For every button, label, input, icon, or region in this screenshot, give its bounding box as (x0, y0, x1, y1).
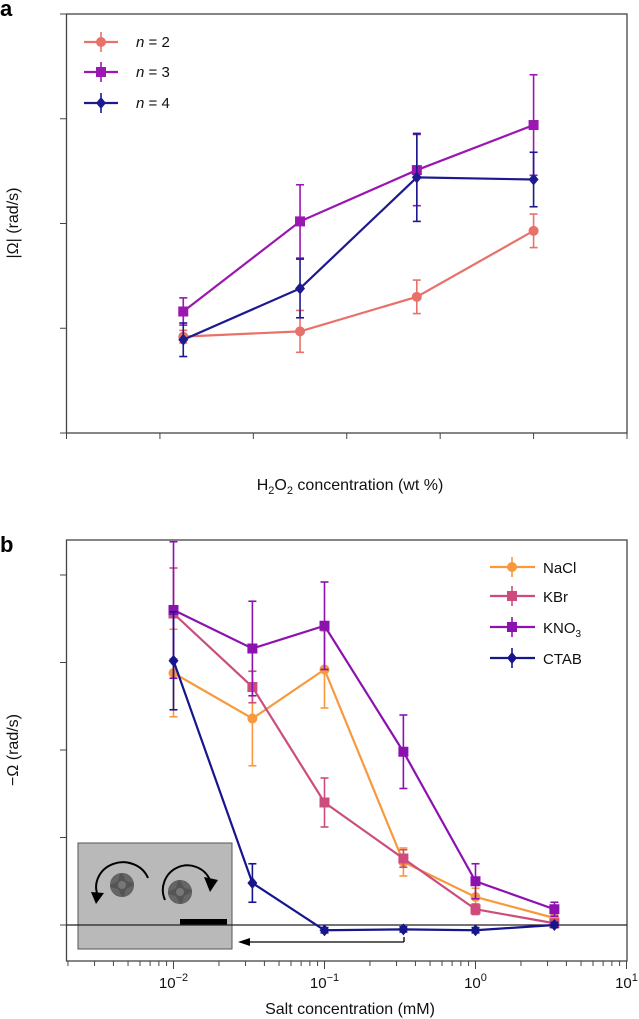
data-point (411, 171, 422, 184)
data-point (398, 923, 409, 936)
ccw-arrow-icon (95, 861, 149, 897)
legend-name: KNO (543, 620, 576, 637)
x-tick-label: 100 (464, 972, 487, 992)
x-tick-exp: −1 (327, 972, 340, 984)
data-point (247, 877, 258, 889)
panel-b-ylabel: −Ω (rad/s) (5, 714, 22, 786)
cw-arrowhead-icon (204, 877, 218, 892)
x-tick-base: 10 (159, 975, 176, 992)
series-line-2 (182, 176, 534, 341)
x-tick-label: 101 (615, 972, 638, 992)
series-line-2 (173, 609, 555, 911)
data-point (549, 919, 560, 931)
scale-bar (180, 919, 227, 925)
legend-label-3: CTAB (543, 651, 582, 668)
series-line-3 (172, 660, 555, 932)
data-point (319, 924, 330, 937)
legend-marker (507, 562, 517, 572)
legend-label-2: KNO3 (543, 620, 582, 640)
legend-n: n (136, 95, 144, 112)
legend-marker (96, 37, 106, 47)
ccw-arrowhead-icon (91, 892, 104, 904)
data-point (178, 306, 189, 317)
legend-n: n (136, 34, 144, 51)
legend-marker (507, 652, 517, 664)
data-point (295, 216, 306, 227)
x-tick-exp: 1 (632, 972, 638, 984)
series-line-0 (183, 229, 535, 338)
x-tick-base: 10 (464, 975, 481, 992)
legend-label-0: n = 2 (136, 34, 170, 51)
panel-a-chart: H2O2 concentration (wt %) |Ω| (rad/s) n … (5, 13, 628, 497)
data-point (398, 746, 409, 757)
legend-label-2: n = 4 (136, 95, 170, 112)
legend-eq: = 2 (144, 34, 169, 51)
data-point (247, 643, 258, 654)
panel-label-b: b (0, 532, 13, 557)
data-point (470, 924, 481, 937)
x-tick-label: 10−1 (310, 972, 339, 992)
legend-eq: = 4 (144, 95, 169, 112)
data-point (528, 225, 539, 236)
x-tick-exp: −2 (176, 972, 189, 984)
inset-background (77, 842, 233, 950)
data-point (398, 853, 409, 864)
x-tick-base: 10 (615, 975, 632, 992)
legend-sub: 3 (576, 629, 582, 640)
inset-image (77, 842, 233, 950)
arrowhead-left-icon (238, 938, 250, 946)
series-line-1 (172, 612, 555, 925)
x-tick-base: 10 (310, 975, 327, 992)
legend-marker (507, 591, 517, 601)
data-point (528, 173, 539, 186)
data-point (549, 904, 560, 915)
data-point (470, 904, 481, 915)
data-point (319, 620, 330, 631)
data-point (411, 291, 422, 302)
x-tick-exp: 0 (481, 972, 487, 984)
data-point (528, 120, 539, 131)
legend-marker (96, 67, 106, 77)
panel-a-ylabel: |Ω| (rad/s) (5, 188, 22, 259)
data-point (247, 713, 258, 724)
data-point (168, 605, 179, 615)
legend-n: n (136, 64, 144, 81)
legend-label-0: NaCl (543, 560, 576, 577)
series-line-1 (182, 124, 534, 313)
data-point (168, 654, 179, 667)
panel-b-chart: Salt concentration (mM) −Ω (rad/s) 10−2 1… (5, 539, 638, 1018)
series-line-0 (172, 667, 555, 920)
panel-a-xlabel: H2O2 concentration (wt %) (257, 477, 444, 497)
panel-label-a: a (0, 0, 13, 21)
legend-eq: = 3 (144, 64, 169, 81)
rotor-left-icon (110, 873, 134, 897)
data-point (295, 326, 306, 337)
legend-label-1: n = 3 (136, 64, 170, 81)
rotor-right-icon (168, 880, 192, 904)
legend-marker (507, 622, 517, 632)
panel-b-xlabel: Salt concentration (mM) (265, 1001, 435, 1018)
data-point (470, 876, 481, 887)
data-point (319, 797, 330, 808)
x-tick-label: 10−2 (159, 972, 188, 992)
legend-label-1: KBr (543, 589, 568, 606)
legend-marker (96, 97, 106, 109)
data-point (295, 282, 306, 295)
cw-arrow-icon (161, 864, 211, 901)
data-point (178, 333, 189, 346)
